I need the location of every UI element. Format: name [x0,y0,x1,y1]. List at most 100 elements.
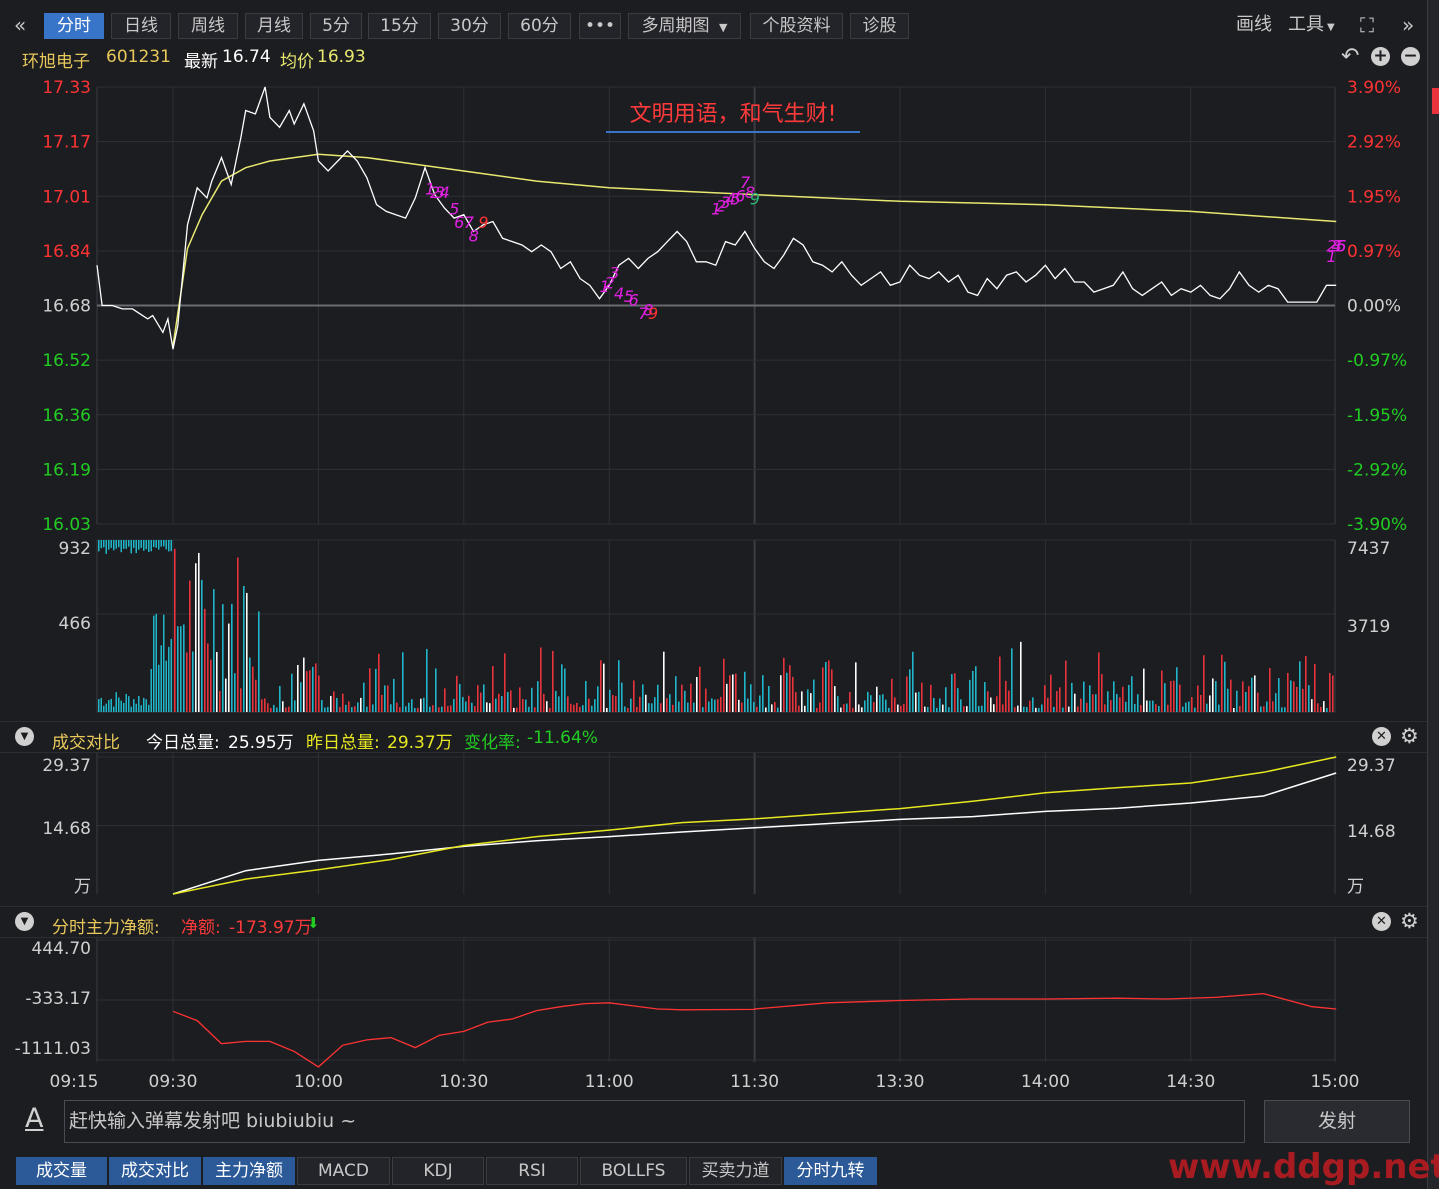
font-style-icon[interactable]: A [25,1103,44,1134]
zoom-in-icon[interactable]: + [1371,47,1390,66]
volume-tick-left: 932 [59,539,91,559]
volume-bar [1185,702,1187,712]
volume-bar [942,704,944,712]
nine-turn-marker: 1 [1327,247,1337,266]
volume-bar [957,688,959,712]
volume-bar [1266,701,1268,712]
tab-period-7[interactable]: 60分 [508,13,571,39]
collapse-panel-icon[interactable]: ▼ [15,727,34,746]
bottom-tab-5[interactable]: RSI [486,1157,578,1185]
volume-bar [123,540,125,549]
volume-bar [657,684,659,712]
volume-bar [570,703,572,712]
volume-bar [912,651,914,712]
expand-right-icon[interactable]: » [1402,13,1415,37]
tab-period-6[interactable]: 30分 [438,13,501,39]
volume-bar [183,624,185,712]
volume-bar [312,666,314,712]
volume-bar [336,697,338,712]
volume-bar [285,707,287,712]
volume-bar [894,697,896,712]
volume-bar [924,706,926,712]
volume-bar [246,592,248,712]
volume-bar [747,698,749,712]
nine-turn-marker: 4 [1331,237,1341,256]
tools-dropdown[interactable]: 工具 ▼ [1288,12,1335,41]
volume-bar [264,698,266,712]
volume-bar [1290,680,1292,712]
volume-bar [408,702,410,712]
volume-bar [1260,706,1262,712]
volume-bar [405,706,407,712]
bottom-tab-6[interactable]: BOLLFS [580,1157,687,1185]
nine-turn-marker: 6 [454,213,464,232]
volume-bar [447,705,449,712]
volume-bar [1323,701,1325,712]
volume-bar [549,707,551,712]
stock-profile-button[interactable]: 个股资料 [750,13,843,39]
tab-period-0[interactable]: 分时 [44,13,104,39]
time-axis-label: 11:30 [730,1072,779,1092]
volume-bar [411,699,413,712]
volume-compare-chart[interactable]: 29.37 29.37 14.68 14.68 万 万 [0,753,1427,907]
draw-line-button[interactable]: 画线 [1236,14,1272,35]
bottom-tab-3[interactable]: MACD [297,1157,390,1185]
volume-bar [594,699,596,712]
volume-bar [279,686,281,712]
volume-bar [873,702,875,712]
volume-bar [1062,707,1064,712]
tab-period-2[interactable]: 周线 [178,13,238,39]
multi-period-dropdown[interactable]: 多周期图 ▼ [628,13,741,39]
bottom-tab-7[interactable]: 买卖力道 [689,1157,782,1185]
volume-bar [465,701,467,712]
yesterday-total-value: 29.37万 [387,733,453,753]
diagnose-button[interactable]: 诊股 [850,13,909,39]
undo-icon[interactable]: ↶ [1341,44,1360,69]
vc-series-1 [172,756,1337,895]
tab-period-5[interactable]: 15分 [368,13,431,39]
nine-turn-marker: 4 [440,183,450,202]
volume-bar [363,682,365,712]
pct-tick-right: 1.95% [1347,187,1401,207]
volume-bar [900,705,902,712]
danmaku-input[interactable]: 赶快输入弹幕发射吧 biubiubiu ~ [64,1100,1245,1143]
price-volume-chart[interactable]: 17.33 17.17 17.01 16.84 16.68 16.52 16.36 16.19… [0,72,1427,722]
volume-bar [681,684,683,712]
volume-bar [1206,703,1208,712]
main-force-chart[interactable]: 444.70 -333.17 -1111.03 09:15 09:30 10:00 10:3… [0,938,1427,1098]
gear-icon[interactable]: ⚙ [1400,909,1419,933]
bottom-tab-1[interactable]: 成交对比 [109,1157,201,1185]
volume-bar [708,701,710,712]
volume-bar [155,613,157,712]
volume-bar [1293,681,1295,712]
tab-period-1[interactable]: 日线 [111,13,171,39]
volume-bar [480,692,482,712]
close-panel-icon[interactable]: ✕ [1372,912,1391,931]
volume-bar [231,603,233,712]
more-periods-button[interactable]: ••• [579,13,621,39]
volume-bar [1188,701,1190,712]
gear-icon[interactable]: ⚙ [1400,724,1419,748]
volume-bar [477,685,479,712]
volume-bar [189,580,191,712]
bottom-tab-4[interactable]: KDJ [392,1157,484,1185]
collapse-panel-icon[interactable]: ▼ [15,912,34,931]
volume-bar [330,695,332,712]
bottom-tab-0[interactable]: 成交量 [16,1157,107,1185]
collapse-left-icon[interactable]: « [14,13,27,37]
fire-button[interactable]: 发射 [1264,1100,1410,1143]
volume-bar [963,706,965,712]
zoom-out-icon[interactable]: − [1401,47,1420,66]
fullscreen-icon[interactable]: ⛶ [1360,13,1374,37]
tab-period-4[interactable]: 5分 [310,13,362,39]
bottom-tab-2[interactable]: 主力净额 [203,1157,295,1185]
volume-bar [1272,701,1274,712]
close-panel-icon[interactable]: ✕ [1372,727,1391,746]
volume-bar [103,705,105,712]
nine-turn-marker: 2 [1327,237,1337,256]
volume-bar [534,707,536,712]
bottom-tab-8[interactable]: 分时九转 [784,1157,877,1185]
volume-bar [123,702,125,712]
tab-period-3[interactable]: 月线 [245,13,303,39]
pct-tick-right: -3.90% [1347,515,1407,535]
